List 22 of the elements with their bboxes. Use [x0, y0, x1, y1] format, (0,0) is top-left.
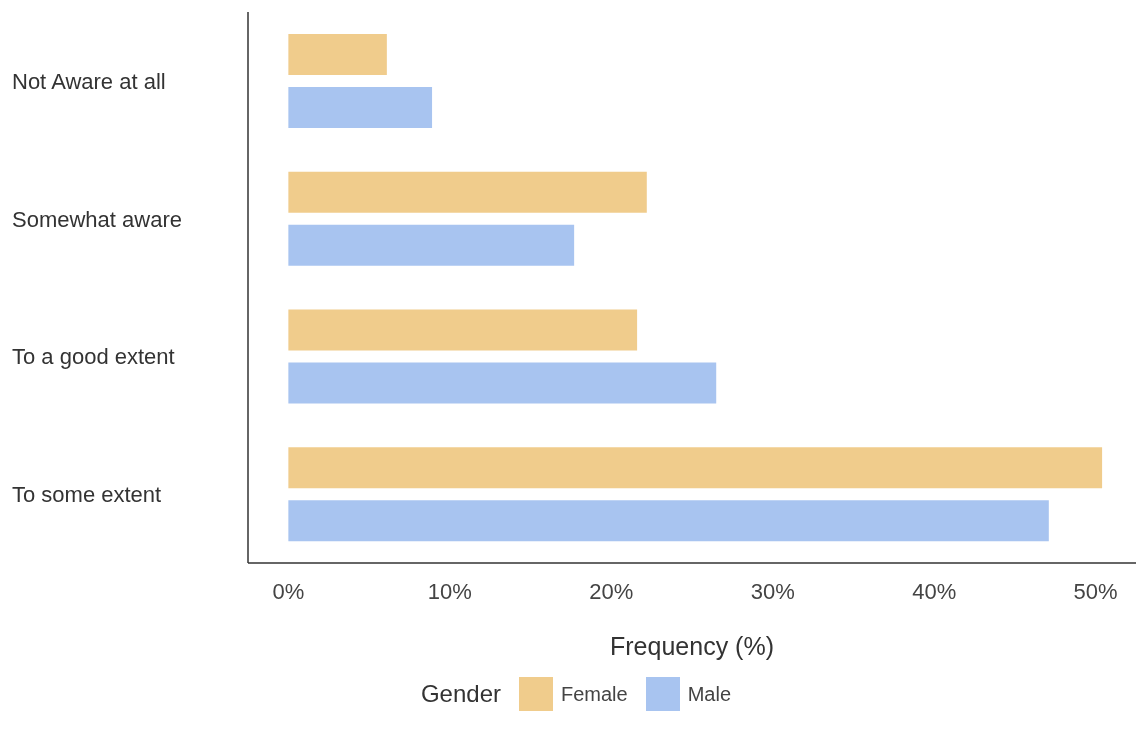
- y-tick-label: Somewhat aware: [12, 206, 182, 232]
- x-tick-label: 10%: [427, 578, 472, 604]
- bar: [288, 224, 575, 266]
- x-tick-label: 40%: [912, 578, 957, 604]
- y-tick-label: To some extent: [12, 482, 162, 508]
- bar: [288, 447, 1103, 489]
- bar: [288, 500, 1049, 542]
- x-tick-label: 30%: [750, 578, 795, 604]
- bar: [288, 87, 433, 129]
- x-tick-label: 50%: [1073, 578, 1118, 604]
- bar: [288, 309, 638, 351]
- bar: [288, 34, 387, 76]
- x-tick-label: 20%: [589, 578, 634, 604]
- bar: [288, 362, 717, 404]
- x-tick-label: 0%: [272, 578, 305, 604]
- legend-title: Gender: [420, 680, 501, 708]
- legend-label: Male: [686, 681, 732, 707]
- x-axis-title: Frequency (%): [610, 632, 774, 660]
- y-tick-label: To a good extent: [12, 344, 175, 370]
- y-tick-label: Not Aware at all: [12, 68, 166, 94]
- legend-label: Female: [560, 681, 628, 707]
- bar: [288, 171, 647, 213]
